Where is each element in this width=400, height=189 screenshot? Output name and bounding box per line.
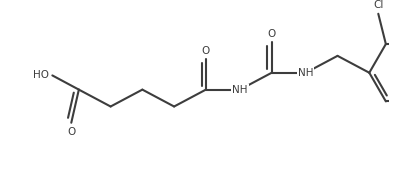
Text: NH: NH <box>232 85 248 95</box>
Text: O: O <box>268 29 276 39</box>
Text: O: O <box>202 46 210 56</box>
Text: NH: NH <box>298 68 314 78</box>
Text: Cl: Cl <box>373 0 384 10</box>
Text: O: O <box>67 126 76 136</box>
Text: HO: HO <box>32 70 48 81</box>
